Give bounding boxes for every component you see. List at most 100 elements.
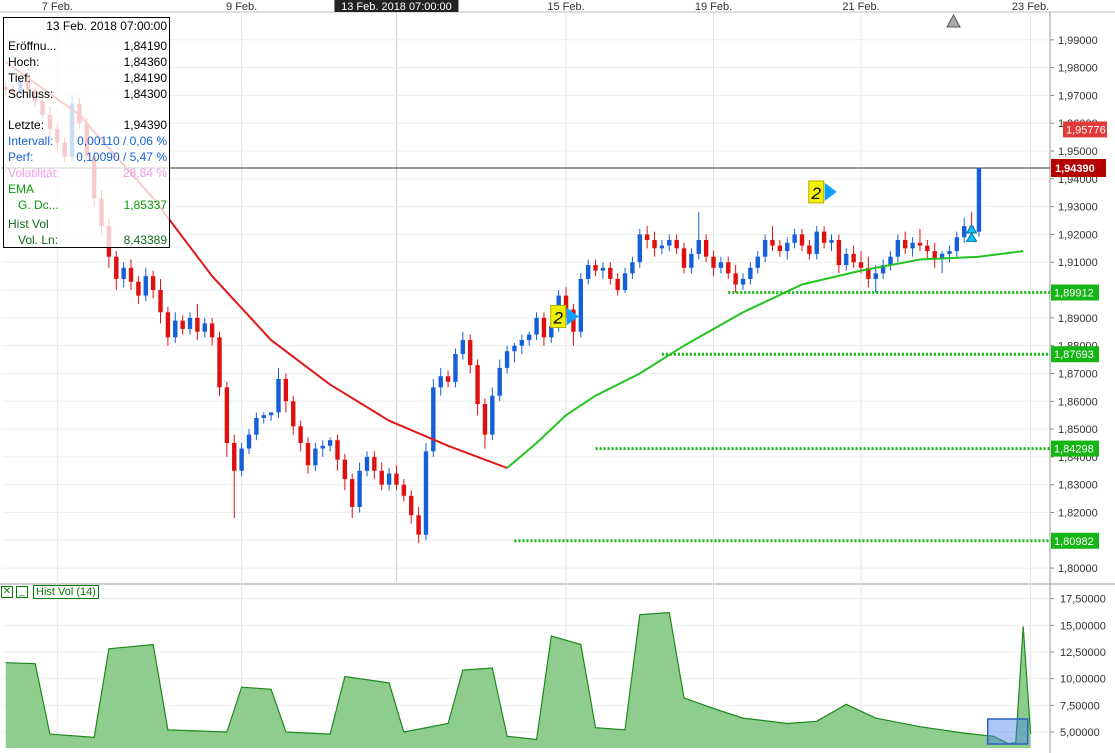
candle-body-76 bbox=[563, 295, 569, 310]
candle-body-80 bbox=[593, 265, 598, 271]
candle-body-83 bbox=[615, 278, 620, 291]
candle-body-95 bbox=[703, 240, 709, 257]
candle-body-32 bbox=[239, 448, 244, 471]
candle-body-114 bbox=[844, 253, 849, 266]
perf-label: Perf: bbox=[8, 150, 34, 164]
candle-body-102 bbox=[755, 256, 760, 268]
candle-body-119 bbox=[880, 265, 886, 274]
candle-body-105 bbox=[777, 245, 783, 252]
candle-body-94 bbox=[696, 240, 701, 254]
vol-tick-label-4: 15,00000 bbox=[1060, 620, 1106, 632]
y-tick-label-15: 1,95000 bbox=[1058, 146, 1098, 158]
support-label-3: 1,80982 bbox=[1054, 536, 1094, 548]
candle-body-15 bbox=[114, 256, 119, 279]
candle-body-25 bbox=[187, 317, 193, 329]
volatility-row: Volatilität: 28,84 % bbox=[8, 165, 167, 181]
candle-body-37 bbox=[276, 379, 281, 413]
candle-body-113 bbox=[836, 240, 842, 266]
vol-tick-label-5: 17,50000 bbox=[1060, 594, 1106, 606]
x-tick-label-0: 7 Feb. bbox=[42, 1, 73, 13]
minimize-panel-button[interactable]: _ bbox=[16, 586, 28, 598]
candle-body-79 bbox=[585, 265, 591, 279]
open-value: 1,84190 bbox=[123, 39, 167, 53]
data-window[interactable]: 13 Feb. 2018 07:00:00 Eröffnu... 1,84190… bbox=[3, 17, 170, 248]
candle-body-128 bbox=[947, 251, 952, 254]
support-label-1: 1,87693 bbox=[1054, 349, 1094, 361]
candle-body-73 bbox=[541, 317, 547, 338]
buy-signal-icon-1 bbox=[965, 223, 978, 234]
candle-body-57 bbox=[423, 451, 429, 535]
candle-body-117 bbox=[866, 267, 871, 279]
ema-title: EMA bbox=[8, 182, 35, 196]
support-label-box-2 bbox=[1051, 440, 1099, 457]
candle-body-112 bbox=[829, 240, 834, 243]
perf-value: 0,10090 / 5,47 % bbox=[76, 150, 167, 164]
candle-body-121 bbox=[895, 240, 901, 257]
y-tick-label-18: 1,98000 bbox=[1058, 63, 1098, 75]
candle-body-47 bbox=[350, 479, 355, 507]
high-row: Hoch: 1,84360 bbox=[8, 54, 167, 70]
candle-body-66 bbox=[490, 395, 495, 435]
price-marker-box bbox=[1063, 121, 1107, 138]
candle-body-46 bbox=[342, 459, 348, 480]
candle-body-19 bbox=[143, 276, 148, 296]
x-tick-label-1: 9 Feb. bbox=[226, 1, 257, 13]
candle-body-24 bbox=[180, 320, 185, 329]
y-tick-label-9: 1,89000 bbox=[1058, 313, 1098, 325]
candle-body-93 bbox=[689, 253, 694, 268]
candle-body-65 bbox=[482, 404, 488, 435]
volatility-value: 28,84 % bbox=[122, 166, 167, 180]
candle-body-29 bbox=[217, 337, 222, 388]
histvol-title: Hist Vol bbox=[8, 217, 49, 231]
candle-body-97 bbox=[718, 262, 724, 268]
candle-body-59 bbox=[438, 376, 443, 388]
candle-body-82 bbox=[608, 267, 613, 279]
candle-body-20 bbox=[150, 276, 156, 291]
x-tick-label-5: 23 Feb. bbox=[1012, 1, 1049, 13]
signal-arrow-icon-1 bbox=[824, 182, 837, 201]
candle-body-100 bbox=[740, 278, 746, 285]
ema-value-row: G. Dc... 1,85337 bbox=[8, 197, 167, 213]
last-value: 1,94390 bbox=[123, 118, 167, 132]
y-tick-label-7: 1,87000 bbox=[1058, 368, 1098, 380]
candle-body-68 bbox=[504, 351, 510, 368]
candle-body-124 bbox=[917, 242, 923, 246]
vol-tick-label-0: 5,00000 bbox=[1060, 727, 1100, 739]
candle-body-129 bbox=[954, 237, 960, 252]
y-tick-label-13: 1,93000 bbox=[1058, 202, 1098, 214]
price-marker-label: 1,95776 bbox=[1066, 124, 1106, 136]
x-tick-label-4: 21 Feb. bbox=[842, 1, 879, 13]
histvol-title-row: Hist Vol bbox=[8, 216, 167, 232]
candle-body-22 bbox=[165, 312, 171, 338]
histvol-sub-label: Vol. Ln: bbox=[18, 233, 59, 247]
y-tick-label-5: 1,85000 bbox=[1058, 424, 1098, 436]
close-row: Schluss: 1,84300 bbox=[8, 86, 167, 102]
candle-body-96 bbox=[711, 256, 716, 268]
candle-body-40 bbox=[298, 426, 303, 443]
candle-body-126 bbox=[932, 251, 937, 260]
candle-body-38 bbox=[283, 379, 289, 402]
candle-body-86 bbox=[637, 234, 642, 263]
y-tick-label-6: 1,86000 bbox=[1058, 396, 1098, 408]
candle-body-53 bbox=[394, 473, 399, 485]
histvol-value-row: Vol. Ln: 8,43389 bbox=[8, 232, 167, 248]
candle-body-48 bbox=[357, 470, 362, 507]
close-label: Schluss: bbox=[8, 87, 54, 101]
crosshair-date-label: 13 Feb. 2018 07:00:00 bbox=[341, 1, 452, 13]
candle-body-89 bbox=[659, 245, 665, 249]
candle-body-91 bbox=[674, 240, 679, 249]
candle-body-23 bbox=[173, 320, 178, 338]
close-panel-button[interactable]: ✕ bbox=[1, 586, 13, 598]
candle-body-123 bbox=[910, 242, 915, 249]
candle-body-56 bbox=[416, 515, 421, 535]
support-label-box-3 bbox=[1051, 532, 1099, 549]
selection-box bbox=[986, 718, 1029, 745]
candle-body-34 bbox=[254, 417, 259, 435]
subpanel-label[interactable]: Hist Vol (14) bbox=[33, 585, 99, 599]
candle-body-74 bbox=[549, 326, 554, 338]
candle-body-55 bbox=[409, 495, 414, 516]
candle-body-72 bbox=[534, 317, 539, 335]
candle-body-125 bbox=[925, 245, 930, 252]
candle-body-70 bbox=[519, 340, 525, 346]
crosshair-date-box bbox=[334, 0, 459, 12]
